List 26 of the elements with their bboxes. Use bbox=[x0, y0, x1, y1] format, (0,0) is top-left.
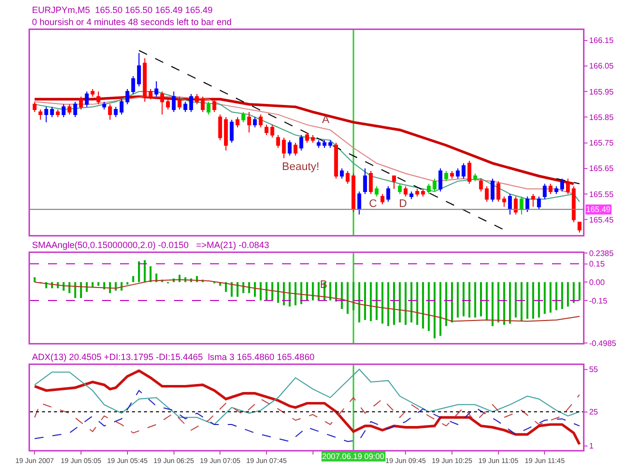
ref-line-label: 2007.06.19 09:00 bbox=[322, 452, 385, 461]
y-tick-label: 166.15 bbox=[589, 36, 614, 46]
y-tick-label: 165.75 bbox=[589, 138, 614, 148]
y-tick-label: 0.00 bbox=[589, 278, 606, 287]
y-tick-label: 166.05 bbox=[589, 62, 614, 71]
annotation: C bbox=[369, 198, 377, 210]
y-tick-label: 55 bbox=[589, 365, 599, 374]
y-tick-label: 1 bbox=[589, 442, 594, 451]
annotation: D bbox=[399, 198, 407, 210]
annotation: A bbox=[322, 114, 330, 126]
chart-title: EURJPYm,M5 165.50 165.50 165.49 165.49 bbox=[32, 5, 213, 15]
y-tick-label: 165.45 bbox=[589, 215, 614, 224]
y-tick-label: 0.15 bbox=[589, 260, 606, 269]
chart-title: SMAAngle(50,0.15000000,2.0) -0.0150 =>MA(21) -0.0843 bbox=[32, 240, 270, 250]
y-tick-label: -0.15 bbox=[589, 296, 608, 306]
y-tick-label: 165.55 bbox=[589, 190, 614, 199]
y-tick-label: 165.85 bbox=[589, 112, 614, 122]
chart-title: ADX(13) 20.4505 +DI:13.1795 -DI:15.4465 lsma 3 165.4860 165.4860 bbox=[32, 352, 314, 362]
chart-subtitle: 0 hoursish or 4 minutes 48 seconds left to bar end bbox=[32, 17, 232, 27]
ref-line-label: 165.49 bbox=[586, 205, 612, 214]
y-tick-label: -0.4985 bbox=[589, 338, 617, 348]
y-tick-label: 25 bbox=[589, 408, 599, 417]
y-tick-label: 165.65 bbox=[589, 164, 614, 174]
y-tick-label: 165.95 bbox=[589, 87, 614, 96]
y-tick-label: 0.2385 bbox=[589, 248, 614, 258]
annotation: Beauty! bbox=[282, 161, 320, 173]
